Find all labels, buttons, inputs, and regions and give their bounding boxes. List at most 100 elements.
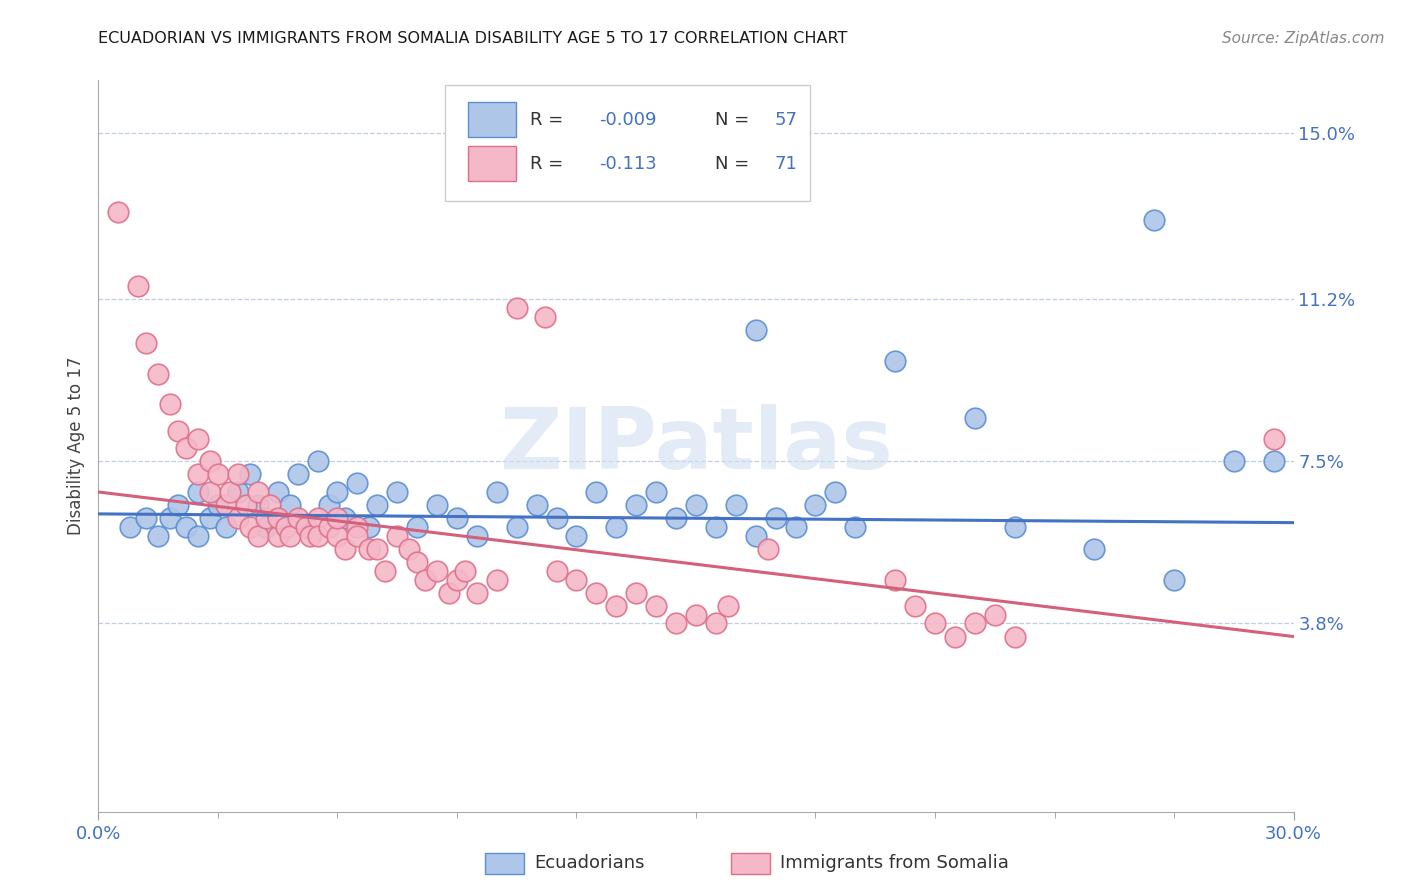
Point [259, 498, 281, 512]
Point [585, 485, 607, 500]
Point [187, 529, 209, 543]
Point [984, 607, 1007, 622]
Point [605, 520, 627, 534]
Point [148, 367, 170, 381]
Point [1163, 573, 1185, 587]
Text: ECUADORIAN VS IMMIGRANTS FROM SOMALIA DISABILITY AGE 5 TO 17 CORRELATION CHART: ECUADORIAN VS IMMIGRANTS FROM SOMALIA DI… [98, 31, 848, 46]
Point [307, 454, 329, 468]
Point [226, 485, 249, 500]
Point [1263, 454, 1285, 468]
Point [526, 498, 548, 512]
Point [446, 573, 468, 587]
Point [326, 511, 349, 525]
Point [198, 454, 221, 468]
Point [335, 511, 357, 525]
Point [745, 529, 768, 543]
Point [298, 529, 321, 543]
Point [318, 520, 340, 534]
Point [924, 616, 946, 631]
Point [465, 529, 488, 543]
Point [963, 616, 986, 631]
Point [785, 520, 807, 534]
Point [485, 485, 508, 500]
Point [135, 511, 157, 525]
Text: R =: R = [530, 111, 562, 128]
Point [374, 564, 396, 578]
Point [844, 520, 866, 534]
Point [326, 485, 349, 500]
Point [665, 616, 688, 631]
Point [585, 585, 607, 599]
Point [717, 599, 740, 613]
Point [187, 485, 209, 500]
Point [226, 511, 249, 525]
Point [215, 520, 238, 534]
Text: 71: 71 [775, 154, 797, 173]
Point [804, 498, 827, 512]
Text: N =: N = [716, 154, 749, 173]
FancyBboxPatch shape [468, 146, 516, 181]
Point [346, 476, 368, 491]
Point [426, 564, 449, 578]
Point [335, 541, 357, 556]
Point [346, 520, 368, 534]
Point [413, 573, 436, 587]
Point [267, 529, 290, 543]
Text: -0.009: -0.009 [599, 111, 657, 128]
Point [406, 520, 429, 534]
Point [506, 520, 529, 534]
Point [346, 529, 368, 543]
Point [506, 301, 529, 315]
Point [254, 520, 277, 534]
Point [605, 599, 627, 613]
Point [239, 467, 262, 482]
Point [287, 511, 309, 525]
Point [326, 529, 349, 543]
Point [645, 485, 668, 500]
Point [943, 630, 966, 644]
Point [824, 485, 846, 500]
Point [187, 433, 209, 447]
FancyBboxPatch shape [468, 103, 516, 137]
Point [884, 573, 907, 587]
Point [565, 529, 588, 543]
Point [446, 511, 468, 525]
Text: R =: R = [530, 154, 562, 173]
FancyBboxPatch shape [446, 86, 810, 201]
Point [685, 498, 707, 512]
Point [135, 336, 157, 351]
Point [198, 511, 221, 525]
Text: ZIPatlas: ZIPatlas [499, 404, 893, 488]
Text: 57: 57 [775, 111, 797, 128]
Point [546, 511, 568, 525]
Point [274, 520, 297, 534]
Point [533, 310, 555, 324]
Point [884, 353, 907, 368]
Point [1004, 520, 1026, 534]
Point [287, 467, 309, 482]
Point [1004, 630, 1026, 644]
Point [107, 204, 129, 219]
Point [1143, 213, 1166, 227]
Point [724, 498, 747, 512]
Text: N =: N = [716, 111, 749, 128]
Point [278, 529, 301, 543]
Text: Immigrants from Somalia: Immigrants from Somalia [780, 855, 1010, 872]
Point [246, 485, 269, 500]
Point [1263, 433, 1285, 447]
Text: Ecuadorians: Ecuadorians [534, 855, 645, 872]
Point [426, 498, 449, 512]
Point [207, 498, 229, 512]
Point [398, 541, 420, 556]
Point [645, 599, 668, 613]
Point [254, 511, 277, 525]
Point [226, 467, 249, 482]
Point [159, 511, 181, 525]
Point [219, 485, 242, 500]
Point [267, 511, 290, 525]
Point [359, 520, 381, 534]
Point [167, 424, 190, 438]
Point [665, 511, 688, 525]
Point [267, 485, 290, 500]
Point [278, 498, 301, 512]
